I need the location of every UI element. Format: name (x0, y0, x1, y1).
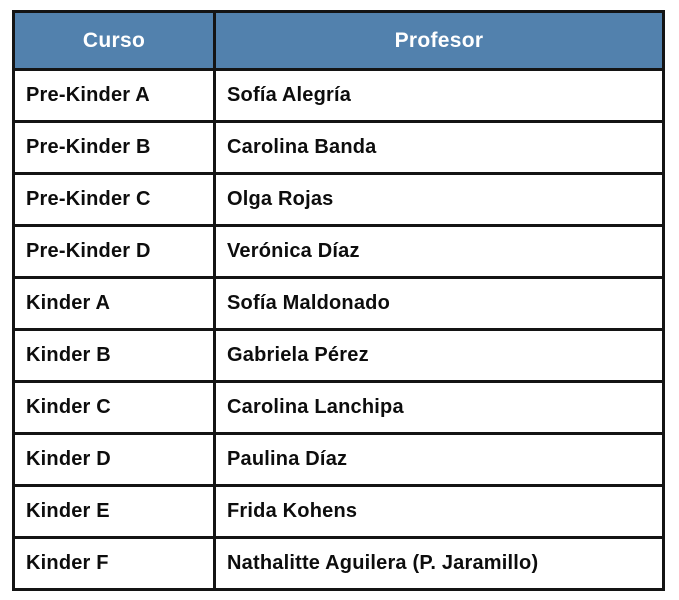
profesor-cell: Nathalitte Aguilera (P. Jaramillo) (213, 536, 665, 591)
profesor-cell: Frida Kohens (213, 484, 665, 539)
header-row: Curso Profesor (12, 10, 665, 71)
course-teacher-table: Curso Profesor Pre-Kinder A Sofía Alegrí… (12, 10, 665, 591)
table-row: Pre-Kinder A Sofía Alegría (12, 68, 665, 123)
curso-cell: Pre-Kinder D (12, 224, 216, 279)
table-row: Kinder F Nathalitte Aguilera (P. Jaramil… (12, 536, 665, 591)
curso-cell: Kinder C (12, 380, 216, 435)
profesor-cell: Verónica Díaz (213, 224, 665, 279)
curso-cell: Kinder D (12, 432, 216, 487)
table-row: Pre-Kinder C Olga Rojas (12, 172, 665, 227)
profesor-cell: Paulina Díaz (213, 432, 665, 487)
table-row: Kinder E Frida Kohens (12, 484, 665, 539)
profesor-cell: Olga Rojas (213, 172, 665, 227)
profesor-cell: Sofía Alegría (213, 68, 665, 123)
table-row: Kinder C Carolina Lanchipa (12, 380, 665, 435)
header-cell-curso: Curso (12, 10, 216, 71)
table-body: Pre-Kinder A Sofía Alegría Pre-Kinder B … (12, 68, 665, 591)
table-row: Pre-Kinder B Carolina Banda (12, 120, 665, 175)
header-cell-profesor: Profesor (213, 10, 665, 71)
profesor-cell: Sofía Maldonado (213, 276, 665, 331)
curso-cell: Kinder F (12, 536, 216, 591)
curso-cell: Pre-Kinder C (12, 172, 216, 227)
curso-cell: Kinder E (12, 484, 216, 539)
profesor-cell: Carolina Banda (213, 120, 665, 175)
curso-cell: Kinder B (12, 328, 216, 383)
curso-cell: Kinder A (12, 276, 216, 331)
table-row: Kinder D Paulina Díaz (12, 432, 665, 487)
table-row: Pre-Kinder D Verónica Díaz (12, 224, 665, 279)
table-header: Curso Profesor (12, 10, 665, 71)
curso-cell: Pre-Kinder B (12, 120, 216, 175)
profesor-cell: Carolina Lanchipa (213, 380, 665, 435)
profesor-cell: Gabriela Pérez (213, 328, 665, 383)
curso-cell: Pre-Kinder A (12, 68, 216, 123)
course-teacher-table-container: Curso Profesor Pre-Kinder A Sofía Alegrí… (12, 10, 665, 591)
table-row: Kinder B Gabriela Pérez (12, 328, 665, 383)
table-row: Kinder A Sofía Maldonado (12, 276, 665, 331)
